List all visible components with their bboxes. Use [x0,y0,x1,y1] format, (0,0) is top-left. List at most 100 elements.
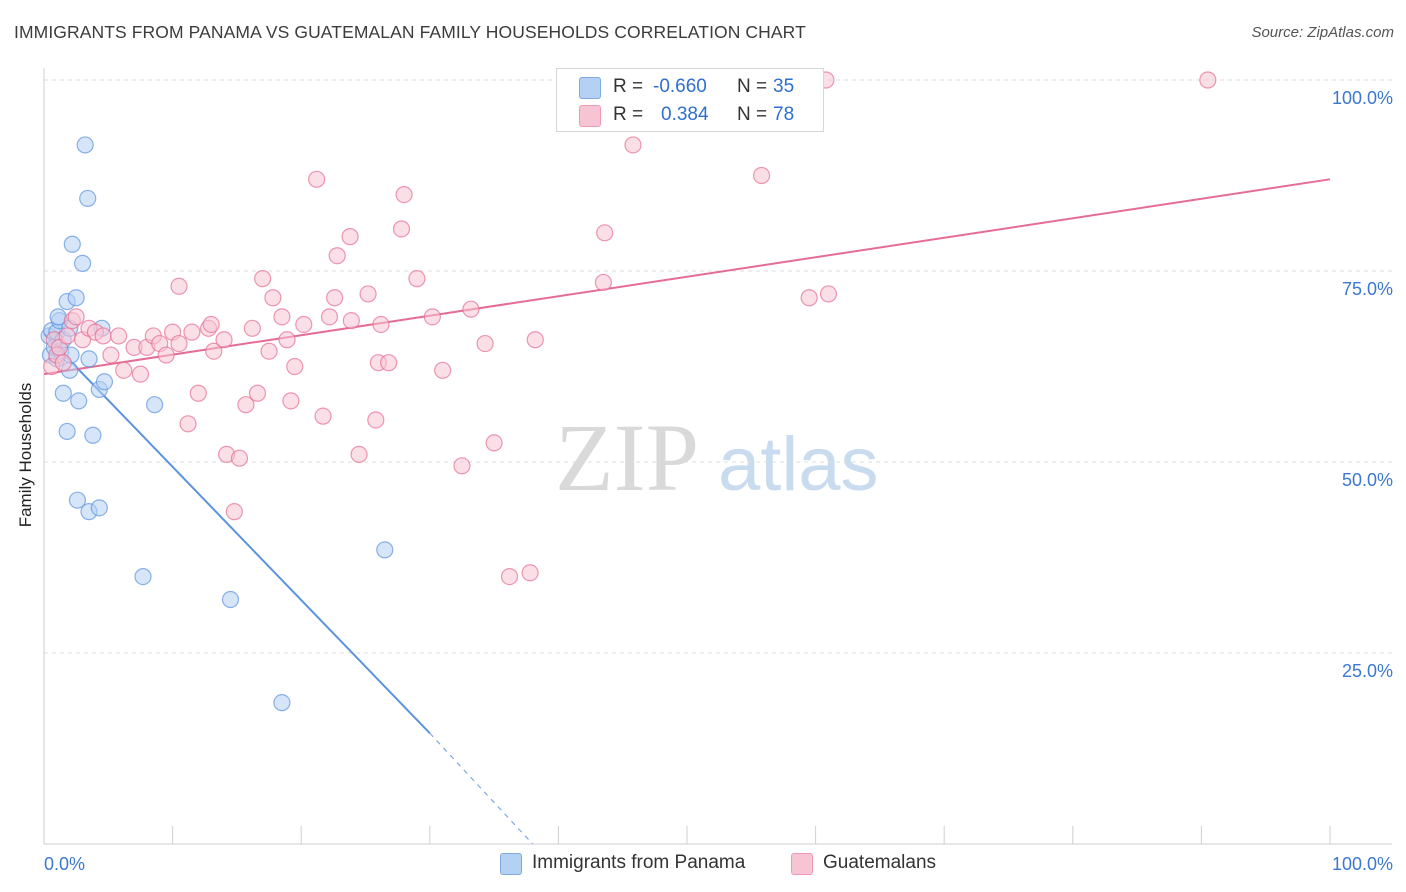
point-guatemalans [243,319,261,337]
point-guatemalans [1199,71,1217,89]
point-panama [63,235,81,253]
legend-swatch-panama [579,77,601,99]
point-guatemalans [225,503,243,521]
legend-n-value: 35 [773,76,795,97]
point-guatemalans [189,384,207,402]
y-axis-label-text: Family Households [16,382,35,528]
point-guatemalans [423,308,441,326]
chart-title: IMMIGRANTS FROM PANAMA VS GUATEMALAN FAM… [14,22,806,42]
trend-line-panama-extension [429,732,534,845]
point-guatemalans [314,407,332,425]
point-guatemalans [624,136,642,154]
point-panama [80,350,98,368]
point-panama [70,392,88,410]
point-guatemalans [476,334,494,353]
point-panama [54,384,72,402]
point-guatemalans [526,331,544,349]
y-tick-label: 75.0% [1342,279,1393,299]
bottom-legend-swatch-guatemalans [791,853,813,875]
point-guatemalans [273,308,291,326]
point-guatemalans [350,445,368,463]
point-guatemalans [395,186,413,204]
legend-r-value: 0.384 [661,104,709,125]
data-points [40,71,1217,712]
point-panama [221,590,240,609]
point-guatemalans [260,342,278,360]
point-panama [76,136,94,154]
point-guatemalans [54,354,72,372]
point-guatemalans [380,354,398,372]
point-panama [67,289,85,307]
point-guatemalans [320,308,339,326]
point-guatemalans [392,220,411,238]
point-guatemalans [183,323,201,341]
point-guatemalans [596,224,614,242]
point-panama [73,254,92,272]
watermark-zip: ZIP [555,404,699,511]
y-axis-label: Family Households [16,310,36,528]
legend-n-label: N = [737,104,768,125]
bottom-legend-swatch-panama [500,853,522,875]
trend-line-panama [43,332,431,734]
x-tick-label: 0.0% [44,854,85,874]
point-guatemalans [462,300,480,318]
point-panama [273,694,291,712]
point-guatemalans [453,457,471,475]
point-guatemalans [328,247,346,265]
point-panama [49,308,67,326]
point-guatemalans [115,361,133,379]
point-guatemalans [109,327,128,345]
point-guatemalans [286,357,304,376]
source-label: Source: ZipAtlas.com [1251,24,1394,41]
grid [44,79,1392,654]
point-guatemalans [67,308,85,326]
y-tick-label: 50.0% [1342,470,1393,490]
point-guatemalans [372,315,390,334]
legend-r-label: R = [613,76,644,97]
point-guatemalans [521,564,539,582]
point-panama [95,373,114,391]
point-guatemalans [819,285,838,303]
point-guatemalans [170,334,188,353]
point-guatemalans [341,228,359,246]
point-guatemalans [594,273,613,292]
y-tick-label: 100.0% [1332,88,1393,108]
point-guatemalans [326,289,344,307]
point-guatemalans [58,327,76,345]
correlation-legend: R = -0.660 N = 35 R = 0.384 N = 78 [556,68,824,132]
legend-swatch-guatemalans [579,105,601,127]
point-guatemalans [800,289,818,307]
point-guatemalans [295,315,313,334]
point-panama [145,396,164,414]
point-panama [90,499,108,517]
point-guatemalans [157,346,175,364]
point-guatemalans [179,415,197,433]
axes [43,68,1392,845]
point-guatemalans [102,346,120,364]
point-panama [58,422,76,441]
watermark: ZIP atlas [555,404,879,511]
point-guatemalans [500,567,519,586]
point-panama [84,426,102,444]
point-guatemalans [94,327,112,345]
point-guatemalans [170,277,188,295]
point-guatemalans [254,270,272,288]
point-guatemalans [282,392,300,410]
point-guatemalans [308,170,326,188]
point-panama [68,491,87,509]
point-guatemalans [264,289,282,307]
point-guatemalans [202,315,220,334]
bottom-legend-label-panama: Immigrants from Panama [532,852,746,873]
point-panama [79,189,97,208]
legend-r-label: R = [613,104,644,125]
point-guatemalans [205,342,223,360]
point-guatemalans [408,270,426,288]
legend-row-panama: R = -0.660 N = 35 [557,73,823,101]
point-panama [134,567,152,586]
point-guatemalans [434,361,452,379]
watermark-atlas: atlas [718,422,879,507]
legend-n-value: 78 [773,104,795,125]
trend-lines [43,178,1331,845]
point-guatemalans [367,411,385,429]
